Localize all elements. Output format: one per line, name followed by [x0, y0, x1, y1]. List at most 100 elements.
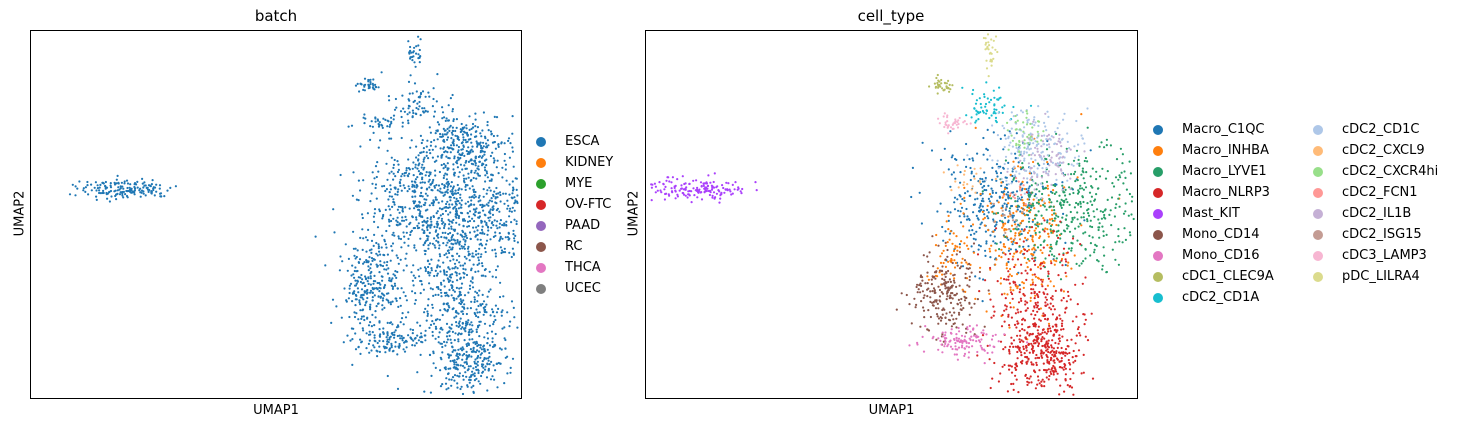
- scatter-point: [1047, 339, 1050, 342]
- scatter-point: [1037, 277, 1041, 280]
- scatter-point: [464, 326, 467, 330]
- scatter-point: [438, 227, 441, 230]
- scatter-point: [1128, 192, 1131, 196]
- scatter-point: [479, 203, 482, 207]
- scatter-point: [999, 241, 1002, 244]
- legend-marker-cdc2-cxcl9: [1313, 145, 1323, 156]
- scatter-point: [938, 83, 941, 86]
- scatter-point: [153, 194, 156, 197]
- scatter-point: [1059, 220, 1062, 223]
- scatter-point: [942, 239, 945, 242]
- scatter-point: [385, 162, 388, 165]
- scatter-point: [426, 225, 429, 229]
- scatter-point: [949, 211, 952, 214]
- scatter-point: [445, 335, 449, 338]
- scatter-point: [450, 225, 453, 228]
- scatter-point: [1093, 248, 1096, 251]
- scatter-point: [398, 181, 401, 184]
- scatter-point: [506, 236, 510, 239]
- scatter-point: [962, 158, 966, 161]
- scatter-point: [948, 340, 952, 343]
- scatter-point: [673, 185, 676, 188]
- scatter-point: [450, 192, 454, 195]
- scatter-point: [354, 84, 358, 87]
- scatter-point: [1022, 292, 1025, 296]
- scatter-point: [934, 244, 938, 247]
- scatter-point: [357, 276, 360, 279]
- scatter-point: [955, 326, 958, 329]
- scatter-point: [454, 134, 457, 137]
- scatter-point: [377, 245, 380, 248]
- scatter-point: [1067, 163, 1070, 166]
- scatter-point: [1040, 338, 1043, 341]
- scatter-point: [1083, 219, 1086, 222]
- scatter-point: [1053, 263, 1056, 266]
- scatter-point: [1038, 190, 1041, 193]
- scatter-point: [1019, 334, 1022, 337]
- scatter-point: [1020, 263, 1023, 266]
- scatter-point: [952, 274, 955, 277]
- scatter-point: [378, 123, 381, 127]
- scatter-point: [1012, 166, 1015, 169]
- scatter-point: [970, 170, 973, 173]
- scatter-point: [468, 287, 472, 290]
- scatter-point: [489, 314, 492, 317]
- scatter-point: [485, 170, 488, 173]
- scatter-point: [1049, 250, 1052, 253]
- scatter-point: [445, 244, 448, 247]
- scatter-point: [388, 220, 391, 223]
- scatter-point: [470, 328, 473, 331]
- scatter-point: [1016, 357, 1019, 360]
- scatter-point: [366, 296, 369, 300]
- scatter-point: [988, 200, 991, 203]
- scatter-point: [979, 245, 982, 248]
- scatter-point: [391, 300, 394, 303]
- scatter-point: [939, 319, 943, 322]
- scatter-point: [417, 164, 420, 167]
- scatter-point: [455, 286, 458, 289]
- scatter-point: [1100, 141, 1103, 144]
- scatter-point: [1027, 258, 1030, 261]
- scatter-point: [1023, 252, 1026, 255]
- scatter-point: [461, 310, 464, 313]
- scatter-point: [469, 378, 472, 382]
- scatter-point: [982, 329, 985, 332]
- scatter-point: [1016, 250, 1019, 253]
- scatter-point: [498, 226, 501, 229]
- scatter-point: [499, 219, 502, 222]
- scatter-point: [968, 324, 971, 328]
- scatter-point: [494, 147, 497, 150]
- scatter-point: [1023, 187, 1026, 191]
- scatter-point: [960, 265, 963, 268]
- scatter-point: [989, 386, 992, 390]
- scatter-point: [373, 212, 376, 215]
- scatter-point: [427, 247, 430, 250]
- scatter-point: [943, 278, 946, 282]
- scatter-point: [451, 234, 454, 237]
- scatter-point: [983, 224, 986, 227]
- scatter-point: [443, 253, 446, 257]
- scatter-point: [1077, 143, 1080, 146]
- scatter-point: [456, 279, 459, 282]
- scatter-point: [957, 326, 960, 330]
- scatter-point: [958, 250, 962, 253]
- scatter-point: [475, 140, 478, 143]
- scatter-point: [1055, 241, 1058, 245]
- scatter-point: [367, 342, 370, 345]
- scatter-point: [418, 173, 422, 176]
- scatter-point: [1075, 149, 1079, 152]
- scatter-point: [1028, 172, 1031, 175]
- scatter-point: [1055, 316, 1059, 319]
- scatter-point: [461, 152, 464, 155]
- scatter-point: [366, 288, 369, 292]
- scatter-point: [484, 350, 487, 353]
- scatter-point: [476, 368, 480, 371]
- scatter-point: [464, 185, 467, 188]
- scatter-point: [1055, 223, 1058, 227]
- scatter-point: [142, 190, 145, 193]
- scatter-point: [734, 181, 737, 184]
- scatter-point: [1009, 173, 1012, 176]
- scatter-point: [993, 361, 996, 365]
- scatter-point: [481, 264, 484, 268]
- scatter-point: [1014, 248, 1018, 251]
